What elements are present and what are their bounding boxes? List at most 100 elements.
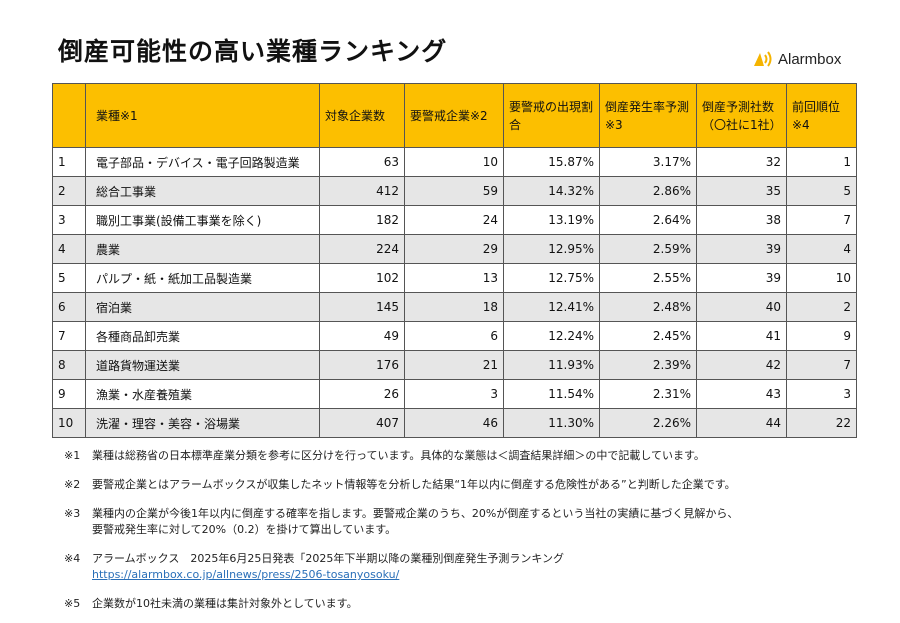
table-row: 10 洗濯・理容・美容・浴場業 407 46 11.30% 2.26% 44 22 [52,408,857,438]
cell-bankruptcy-rate: 2.59% [599,234,697,264]
cell-industry: 宿泊業 [85,292,320,322]
table-row: 8 道路貨物運送業 176 21 11.93% 2.39% 42 7 [52,350,857,380]
alarm-bell-icon [754,51,772,67]
header-count: 対象企業数 [319,83,405,148]
cell-industry: 漁業・水産養殖業 [85,379,320,409]
cell-predicted-ratio: 32 [696,147,787,177]
note-3: ※3 業種内の企業が今後1年以内に倒産する確率を指します。要警戒企業のうち、20%… [64,507,739,536]
table-row: 5 パルプ・紙・紙加工品製造業 102 13 12.75% 2.55% 39 10 [52,263,857,293]
table-row: 6 宿泊業 145 18 12.41% 2.48% 40 2 [52,292,857,322]
header-ratio: 要警戒の出現割合 [503,83,600,148]
cell-rank: 1 [52,147,86,177]
note-4: ※4 アラームボックス 2025年6月25日発表「2025年下半期以降の業種別倒産… [64,552,564,581]
cell-predicted-ratio: 39 [696,263,787,293]
cell-warning-count: 46 [404,408,504,438]
note-5: ※5 企業数が10社未満の業種は集計対象外としています。 [64,597,358,610]
cell-warning-ratio: 11.30% [503,408,600,438]
header-no [52,83,86,148]
table-row: 9 漁業・水産養殖業 26 3 11.54% 2.31% 43 3 [52,379,857,409]
cell-previous-rank: 22 [786,408,857,438]
cell-rank: 7 [52,321,86,351]
cell-bankruptcy-rate: 2.86% [599,176,697,206]
cell-bankruptcy-rate: 2.26% [599,408,697,438]
table-row: 2 総合工事業 412 59 14.32% 2.86% 35 5 [52,176,857,206]
cell-warning-count: 6 [404,321,504,351]
cell-predicted-ratio: 43 [696,379,787,409]
table-row: 3 職別工事業(設備工事業を除く) 182 24 13.19% 2.64% 38 7 [52,205,857,235]
cell-bankruptcy-rate: 2.45% [599,321,697,351]
cell-warning-ratio: 11.93% [503,350,600,380]
cell-rank: 6 [52,292,86,322]
header-rate: 倒産発生率予測※3 [599,83,697,148]
cell-predicted-ratio: 42 [696,350,787,380]
cell-warning-ratio: 14.32% [503,176,600,206]
cell-warning-ratio: 12.24% [503,321,600,351]
cell-rank: 8 [52,350,86,380]
cell-industry: 各種商品卸売業 [85,321,320,351]
cell-previous-rank: 5 [786,176,857,206]
cell-warning-count: 24 [404,205,504,235]
cell-warning-count: 21 [404,350,504,380]
cell-warning-ratio: 12.75% [503,263,600,293]
cell-predicted-ratio: 40 [696,292,787,322]
cell-warning-ratio: 13.19% [503,205,600,235]
cell-warning-ratio: 11.54% [503,379,600,409]
table-header: 業種※1 対象企業数 要警戒企業※2 要警戒の出現割合 倒産発生率予測※3 倒産… [52,83,857,148]
cell-warning-ratio: 15.87% [503,147,600,177]
cell-predicted-ratio: 41 [696,321,787,351]
cell-company-count: 63 [319,147,405,177]
cell-warning-count: 18 [404,292,504,322]
cell-rank: 3 [52,205,86,235]
cell-company-count: 182 [319,205,405,235]
cell-industry: 道路貨物運送業 [85,350,320,380]
cell-warning-count: 3 [404,379,504,409]
note-2: ※2 要警戒企業とはアラームボックスが収集したネット情報等を分析した結果“1年以内… [64,478,736,491]
cell-bankruptcy-rate: 2.64% [599,205,697,235]
cell-industry: パルプ・紙・紙加工品製造業 [85,263,320,293]
cell-bankruptcy-rate: 2.31% [599,379,697,409]
cell-warning-ratio: 12.41% [503,292,600,322]
header-warn: 要警戒企業※2 [404,83,504,148]
cell-bankruptcy-rate: 2.48% [599,292,697,322]
cell-industry: 洗濯・理容・美容・浴場業 [85,408,320,438]
cell-warning-ratio: 12.95% [503,234,600,264]
cell-company-count: 176 [319,350,405,380]
cell-warning-count: 59 [404,176,504,206]
logo-text: Alarmbox [778,50,842,68]
note-1: ※1 業種は総務省の日本標準産業分類を参考に区分けを行っています。具体的な業態は＜… [64,449,705,462]
header-prev-rank: 前回順位※4 [786,83,857,148]
table-row: 1 電子部品・デバイス・電子回路製造業 63 10 15.87% 3.17% 32 1 [52,147,857,177]
cell-bankruptcy-rate: 2.39% [599,350,697,380]
cell-predicted-ratio: 35 [696,176,787,206]
press-link[interactable]: https://alarmbox.co.jp/allnews/press/250… [92,568,400,581]
cell-company-count: 102 [319,263,405,293]
cell-rank: 2 [52,176,86,206]
cell-previous-rank: 2 [786,292,857,322]
cell-industry: 職別工事業(設備工事業を除く) [85,205,320,235]
header-predicted: 倒産予測社数（〇社に1社） [696,83,787,148]
cell-company-count: 145 [319,292,405,322]
cell-industry: 農業 [85,234,320,264]
page-title: 倒産可能性の高い業種ランキング [58,37,448,66]
cell-previous-rank: 4 [786,234,857,264]
cell-previous-rank: 10 [786,263,857,293]
cell-predicted-ratio: 38 [696,205,787,235]
footnotes: ※1 業種は総務省の日本標準産業分類を参考に区分けを行っています。具体的な業態は＜… [64,448,738,623]
table-row: 4 農業 224 29 12.95% 2.59% 39 4 [52,234,857,264]
cell-predicted-ratio: 44 [696,408,787,438]
cell-previous-rank: 7 [786,205,857,235]
cell-warning-count: 13 [404,263,504,293]
cell-bankruptcy-rate: 3.17% [599,147,697,177]
cell-previous-rank: 7 [786,350,857,380]
cell-company-count: 412 [319,176,405,206]
header-industry: 業種※1 [85,83,320,148]
cell-warning-count: 10 [404,147,504,177]
table-row: 7 各種商品卸売業 49 6 12.24% 2.45% 41 9 [52,321,857,351]
cell-company-count: 49 [319,321,405,351]
cell-predicted-ratio: 39 [696,234,787,264]
cell-bankruptcy-rate: 2.55% [599,263,697,293]
cell-rank: 5 [52,263,86,293]
cell-industry: 電子部品・デバイス・電子回路製造業 [85,147,320,177]
cell-warning-count: 29 [404,234,504,264]
